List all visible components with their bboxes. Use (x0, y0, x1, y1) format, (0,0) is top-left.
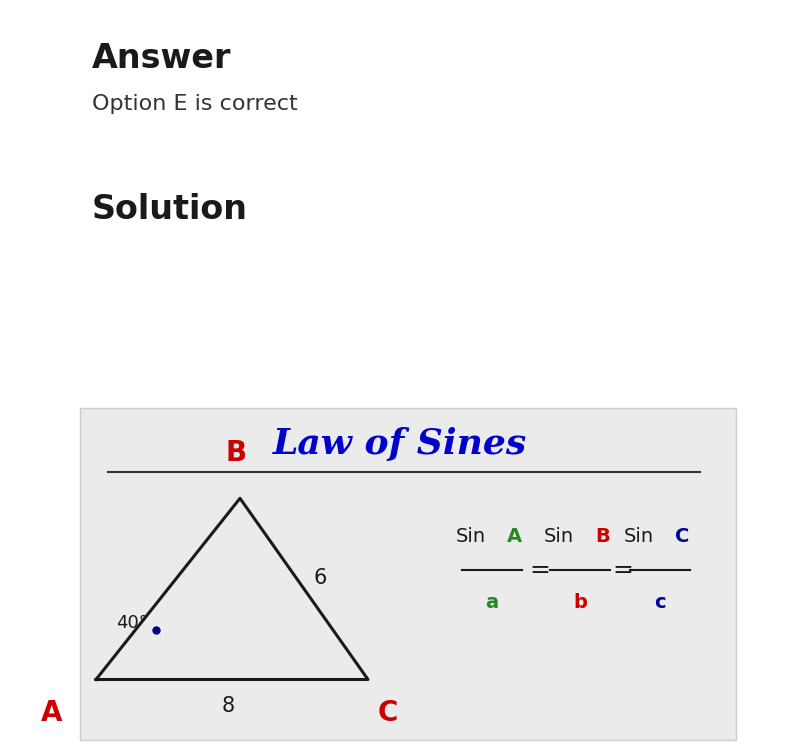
Text: A: A (42, 699, 62, 728)
Text: 40°: 40° (116, 614, 148, 632)
Text: C: C (675, 527, 690, 546)
Text: c: c (654, 593, 666, 612)
Text: Option E is correct: Option E is correct (92, 94, 298, 114)
Text: Answer: Answer (92, 42, 231, 75)
Text: A: A (507, 527, 522, 546)
Text: 8: 8 (222, 696, 234, 716)
Text: Sin: Sin (623, 527, 654, 546)
Text: Law of Sines: Law of Sines (273, 427, 527, 461)
Text: C: C (378, 699, 398, 728)
Text: 6: 6 (314, 568, 326, 587)
Text: B: B (595, 527, 610, 546)
Text: a: a (486, 593, 498, 612)
Text: B: B (226, 439, 246, 467)
Text: b: b (573, 593, 587, 612)
Text: Sin: Sin (543, 527, 574, 546)
Text: Sin: Sin (455, 527, 486, 546)
Text: Solution: Solution (92, 193, 248, 226)
FancyBboxPatch shape (80, 408, 736, 740)
Text: =: = (612, 558, 633, 582)
Text: =: = (530, 558, 550, 582)
